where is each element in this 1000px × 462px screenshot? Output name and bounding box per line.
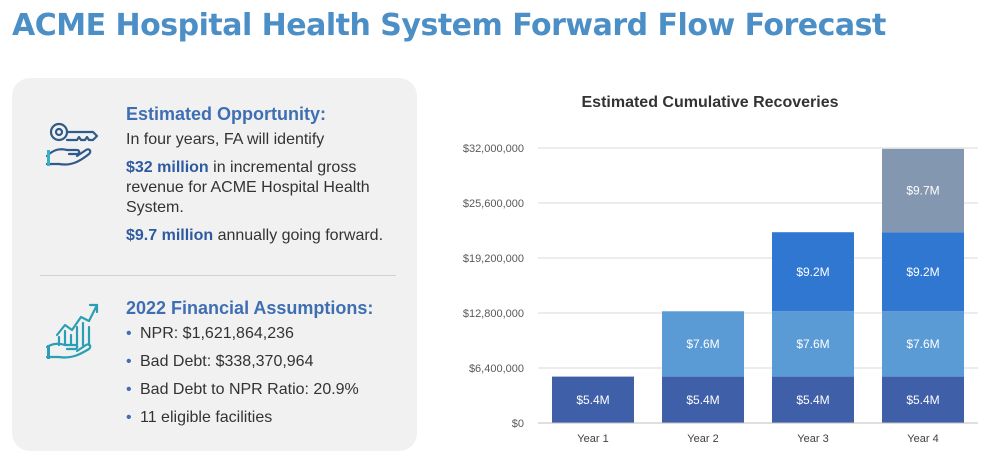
bar-segment <box>882 232 964 312</box>
annual-description: annually going forward. <box>213 227 384 244</box>
data-label: $5.4M <box>906 393 939 407</box>
bar-segment <box>662 376 744 423</box>
data-label: $9.2M <box>906 265 939 279</box>
y-tick-label: $6,400,000 <box>469 363 524 375</box>
list-item: • Bad Debt: $338,370,964 <box>126 352 396 372</box>
assumption-npr: NPR: $1,621,864,236 <box>140 325 294 342</box>
total-description: in incremental gross revenue for ACME Ho… <box>126 159 370 216</box>
opportunity-annual: $9.7 million annually going forward. <box>126 226 396 246</box>
opportunity-section: Estimated Opportunity: In four years, FA… <box>126 104 396 254</box>
x-tick-label: Year 4 <box>907 433 938 445</box>
summary-panel: Estimated Opportunity: In four years, FA… <box>12 78 417 451</box>
assumption-facilities: 11 eligible facilities <box>140 409 273 426</box>
bar-segment <box>882 311 964 377</box>
bar-segment <box>662 311 744 377</box>
page-title: ACME Hospital Health System Forward Flow… <box>12 8 886 43</box>
bullet-icon: • <box>126 325 132 342</box>
assumptions-heading: 2022 Financial Assumptions: <box>126 298 374 318</box>
y-tick-label: $19,200,000 <box>463 253 524 265</box>
list-item: • Bad Debt to NPR Ratio: 20.9% <box>126 380 396 400</box>
bullet-icon: • <box>126 381 132 398</box>
assumption-bad-debt: Bad Debt: $338,370,964 <box>140 353 314 370</box>
bar-segment <box>772 376 854 423</box>
x-tick-label: Year 2 <box>687 433 718 445</box>
data-label: $7.6M <box>796 337 829 351</box>
chart-canvas: $0 $6,400,000 $12,800,000 $19,200,000 $25,60… <box>463 143 978 445</box>
bar-segment <box>772 311 854 377</box>
bar-segment <box>882 148 964 233</box>
bar-segment <box>772 232 854 312</box>
chart-title: Estimated Cumulative Recoveries <box>581 94 839 111</box>
assumptions-section: 2022 Financial Assumptions: • NPR: $1,621… <box>126 298 396 436</box>
assumption-ratio: Bad Debt to NPR Ratio: 20.9% <box>140 381 359 398</box>
list-item: • NPR: $1,621,864,236 <box>126 324 396 344</box>
bullet-icon: • <box>126 409 132 426</box>
y-tick-label: $32,000,000 <box>463 143 524 155</box>
growth-chart-hand-icon <box>45 301 103 361</box>
section-divider <box>40 275 396 276</box>
data-label: $5.4M <box>576 393 609 407</box>
x-tick-label: Year 3 <box>797 433 828 445</box>
list-item: • 11 eligible facilities <box>126 408 396 428</box>
total-amount: $32 million <box>126 159 209 176</box>
data-label: $5.4M <box>686 393 719 407</box>
bullet-icon: • <box>126 353 132 370</box>
data-label: $7.6M <box>686 337 719 351</box>
assumptions-list: • NPR: $1,621,864,236 • Bad Debt: $338,370… <box>126 324 396 428</box>
opportunity-heading: Estimated Opportunity: <box>126 104 327 124</box>
data-label: $9.7M <box>906 184 939 198</box>
annual-amount: $9.7 million <box>126 227 214 244</box>
opportunity-intro: In four years, FA will identify <box>126 131 325 148</box>
x-tick-label: Year 1 <box>577 433 608 445</box>
y-tick-label: $0 <box>512 418 524 430</box>
opportunity-total: $32 million in incremental gross revenue… <box>126 158 396 218</box>
bar-segment <box>882 376 964 423</box>
bar-segment <box>552 376 634 423</box>
y-tick-label: $12,800,000 <box>463 308 524 320</box>
y-tick-label: $25,600,000 <box>463 198 524 210</box>
cumulative-recoveries-chart: Estimated Cumulative Recoveries $0 $6,400… <box>430 80 990 460</box>
data-label: $9.2M <box>796 265 829 279</box>
key-hand-icon <box>45 120 103 168</box>
data-label: $5.4M <box>796 393 829 407</box>
data-label: $7.6M <box>906 337 939 351</box>
